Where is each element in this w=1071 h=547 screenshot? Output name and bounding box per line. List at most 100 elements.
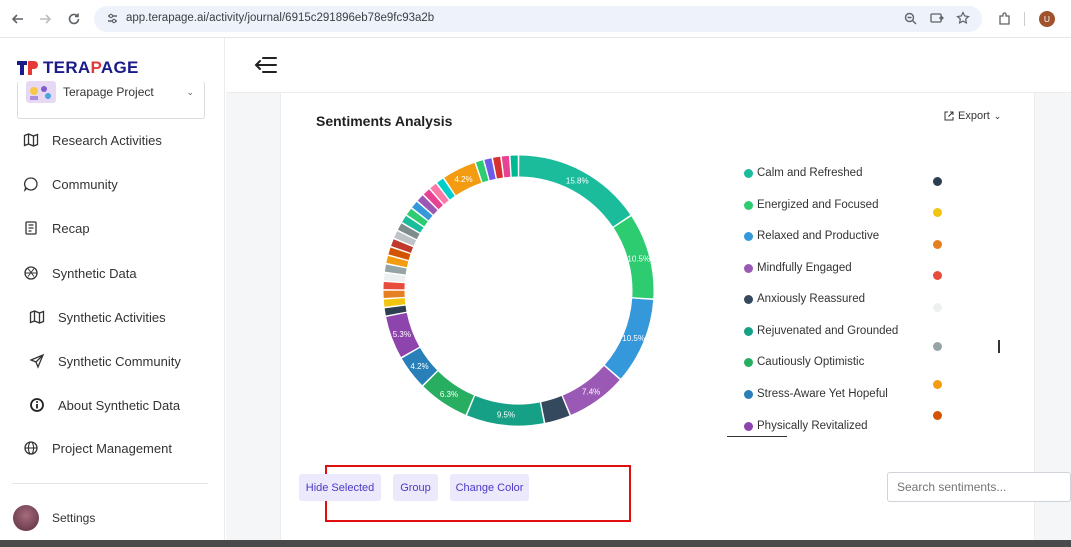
nav-research-activities[interactable]: Research Activities <box>22 129 162 151</box>
donut-slice[interactable] <box>613 216 654 299</box>
project-thumbnail <box>26 81 56 103</box>
donut-slice[interactable] <box>406 208 428 227</box>
donut-slice[interactable] <box>386 255 409 268</box>
legend-item[interactable]: Mindfully Engaged <box>744 260 852 276</box>
nav-label: Synthetic Community <box>58 353 181 369</box>
donut-slice[interactable] <box>444 162 482 196</box>
donut-slice[interactable] <box>383 298 406 307</box>
donut-slice[interactable] <box>383 281 405 290</box>
donut-slice[interactable] <box>391 239 414 253</box>
donut-slice[interactable] <box>467 395 544 426</box>
change-color-button[interactable]: Change Color <box>450 474 529 501</box>
app-header <box>226 38 1071 93</box>
project-selector[interactable]: Terapage Project ⌄ <box>17 81 205 119</box>
donut-slice[interactable] <box>501 155 511 178</box>
terapage-logo[interactable]: TERAPAGE <box>17 58 139 78</box>
nav-label: Synthetic Data <box>52 265 137 281</box>
address-bar[interactable]: app.terapage.ai/activity/journal/6915c29… <box>94 6 982 32</box>
legend-dot[interactable] <box>933 303 942 312</box>
legend-item[interactable]: Relaxed and Productive <box>744 228 879 244</box>
collapse-menu-icon[interactable] <box>254 56 278 79</box>
install-app-icon[interactable] <box>930 12 944 30</box>
legend-dot[interactable] <box>933 342 942 351</box>
nav-about-synthetic-data[interactable]: About Synthetic Data <box>28 394 180 416</box>
back-arrow-icon[interactable] <box>8 9 28 29</box>
donut-slice[interactable] <box>484 158 496 181</box>
donut-slice[interactable] <box>475 160 489 183</box>
donut-slice[interactable] <box>394 231 417 246</box>
donut-slice[interactable] <box>401 347 438 386</box>
nav-label: Community <box>52 176 118 192</box>
donut-slice[interactable] <box>423 189 443 210</box>
legend-dot <box>744 263 753 273</box>
nav-label: About Synthetic Data <box>58 397 181 413</box>
nav-synthetic-data[interactable]: Synthetic Data <box>22 262 137 284</box>
donut-slice[interactable] <box>493 156 503 179</box>
legend-dot[interactable] <box>933 240 942 249</box>
document-icon <box>22 219 40 237</box>
group-button[interactable]: Group <box>393 474 438 501</box>
profile-avatar[interactable]: U <box>1039 11 1055 27</box>
donut-slice[interactable] <box>412 201 433 221</box>
nav-synthetic-community[interactable]: Synthetic Community <box>28 350 181 372</box>
legend-dot[interactable] <box>933 177 942 186</box>
donut-slice[interactable] <box>541 396 570 423</box>
donut-slice[interactable] <box>383 273 406 282</box>
donut-slice[interactable] <box>417 195 438 215</box>
donut-slice[interactable] <box>384 264 407 275</box>
nav-label: Synthetic Activities <box>58 309 166 325</box>
bookmark-star-icon[interactable] <box>956 11 970 30</box>
legend-item[interactable]: Cautiously Optimistic <box>744 354 864 370</box>
donut-slice[interactable] <box>383 290 405 298</box>
donut-slice[interactable] <box>519 155 631 227</box>
settings-link[interactable]: Settings <box>52 511 96 525</box>
legend-item[interactable]: Stress-Aware Yet Hopeful <box>744 386 888 402</box>
slice-label: 15.8% <box>566 177 589 186</box>
donut-slice[interactable] <box>386 312 420 358</box>
sentiment-donut-chart[interactable]: 15.8% 10.5% 10.5% 7.4% 9.5% 6.3% 4.2% 5.3% 4.2% <box>376 148 661 433</box>
globe-icon <box>22 439 40 457</box>
legend-label: Cautiously Optimistic <box>757 356 865 368</box>
slice-label: 10.5% <box>622 334 645 343</box>
nav-project-management[interactable]: Project Management <box>22 437 172 459</box>
legend-dot <box>744 389 753 399</box>
reload-icon[interactable] <box>64 9 84 29</box>
donut-slice[interactable] <box>437 178 455 200</box>
sidebar-divider <box>12 483 208 484</box>
legend-item[interactable]: Energized and Focused <box>744 197 878 213</box>
nav-community[interactable]: Community <box>22 173 118 195</box>
legend-item[interactable]: Physically Revitalized <box>744 418 868 434</box>
site-info-icon[interactable] <box>106 12 119 30</box>
donut-slice[interactable] <box>388 247 411 260</box>
donut-slice[interactable] <box>510 155 518 177</box>
extensions-icon[interactable] <box>994 9 1014 29</box>
legend-item[interactable]: Anxiously Reassured <box>744 291 865 307</box>
donut-slice[interactable] <box>397 223 420 240</box>
legend-dot[interactable] <box>933 208 942 217</box>
donut-slice[interactable] <box>604 298 654 379</box>
legend-dot[interactable] <box>933 380 942 389</box>
donut-slice[interactable] <box>430 183 449 205</box>
nav-recap[interactable]: Recap <box>22 217 90 239</box>
user-avatar[interactable] <box>13 505 39 531</box>
nav-synthetic-activities[interactable]: Synthetic Activities <box>28 306 166 328</box>
donut-slice[interactable] <box>384 305 407 316</box>
forward-arrow-icon[interactable] <box>35 9 55 29</box>
slice-label: 10.5% <box>627 254 650 263</box>
legend-item[interactable]: Calm and Refreshed <box>744 165 862 181</box>
hide-selected-button[interactable]: Hide Selected <box>299 474 381 501</box>
donut-slice[interactable] <box>402 215 424 233</box>
export-button[interactable]: Export ⌄ <box>944 110 1001 122</box>
url-text[interactable]: app.terapage.ai/activity/journal/6915c29… <box>126 12 435 24</box>
legend-cutoff-mark <box>998 340 1000 353</box>
donut-slice[interactable] <box>423 371 474 415</box>
project-name: Terapage Project <box>63 85 154 99</box>
legend-dot[interactable] <box>933 411 942 420</box>
zoom-icon[interactable] <box>904 12 917 30</box>
donut-slice[interactable] <box>562 365 620 415</box>
legend-item[interactable]: Rejuvenated and Grounded <box>744 323 898 339</box>
card-title: Sentiments Analysis <box>316 113 453 129</box>
legend-label: Physically Revitalized <box>757 420 868 432</box>
search-sentiments-input[interactable] <box>887 472 1071 502</box>
legend-dot[interactable] <box>933 271 942 280</box>
